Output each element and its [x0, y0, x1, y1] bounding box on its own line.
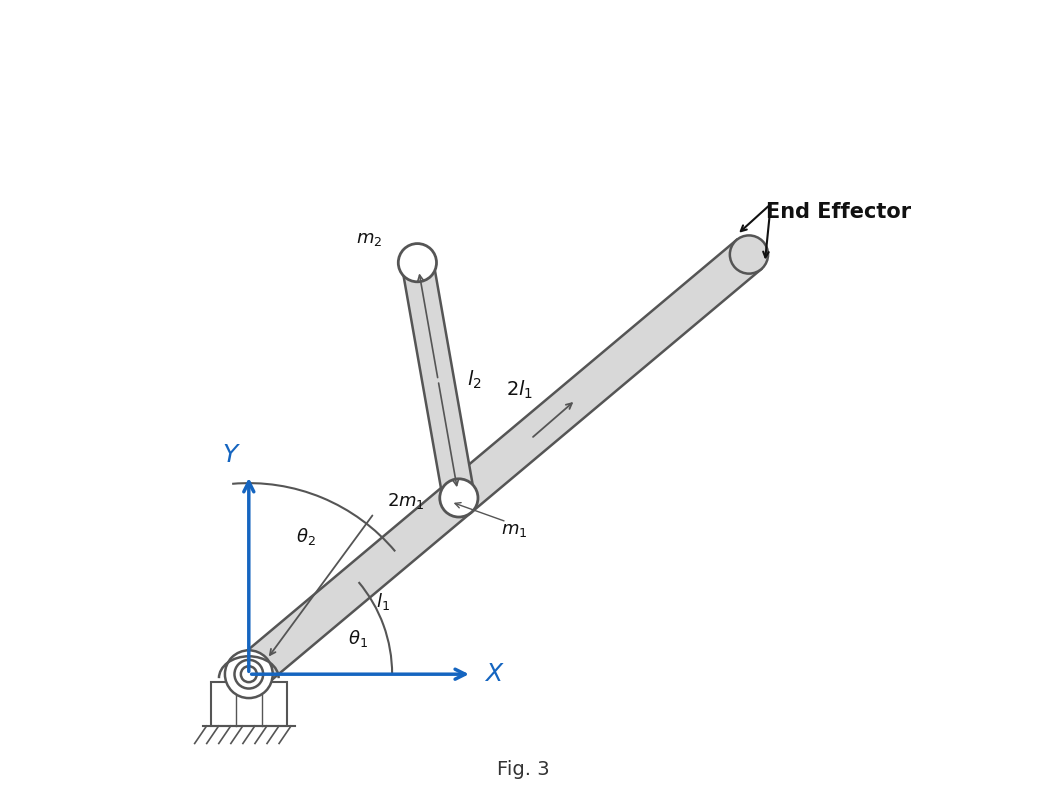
- Circle shape: [229, 655, 268, 694]
- Polygon shape: [237, 240, 761, 689]
- Text: $l_2$: $l_2$: [467, 369, 482, 392]
- Circle shape: [440, 479, 478, 517]
- Circle shape: [401, 247, 433, 279]
- Text: $2l_1$: $2l_1$: [506, 379, 533, 401]
- Text: End Effector: End Effector: [766, 202, 912, 222]
- Circle shape: [730, 236, 768, 273]
- Text: $2m_1$: $2m_1$: [387, 491, 425, 511]
- Bar: [210, 682, 287, 726]
- Circle shape: [443, 482, 474, 514]
- Text: $\theta_1$: $\theta_1$: [348, 628, 367, 650]
- Circle shape: [235, 660, 263, 689]
- Text: $m_2$: $m_2$: [356, 230, 383, 248]
- Text: $l_1$: $l_1$: [376, 591, 389, 612]
- Circle shape: [225, 650, 272, 698]
- Text: $m_1$: $m_1$: [502, 521, 528, 539]
- Text: $Y$: $Y$: [222, 443, 241, 467]
- Polygon shape: [402, 260, 474, 501]
- Circle shape: [241, 666, 257, 682]
- Circle shape: [398, 244, 437, 282]
- Text: $X$: $X$: [484, 662, 505, 686]
- Text: Fig. 3: Fig. 3: [497, 760, 550, 779]
- Text: $\theta_2$: $\theta_2$: [296, 526, 316, 547]
